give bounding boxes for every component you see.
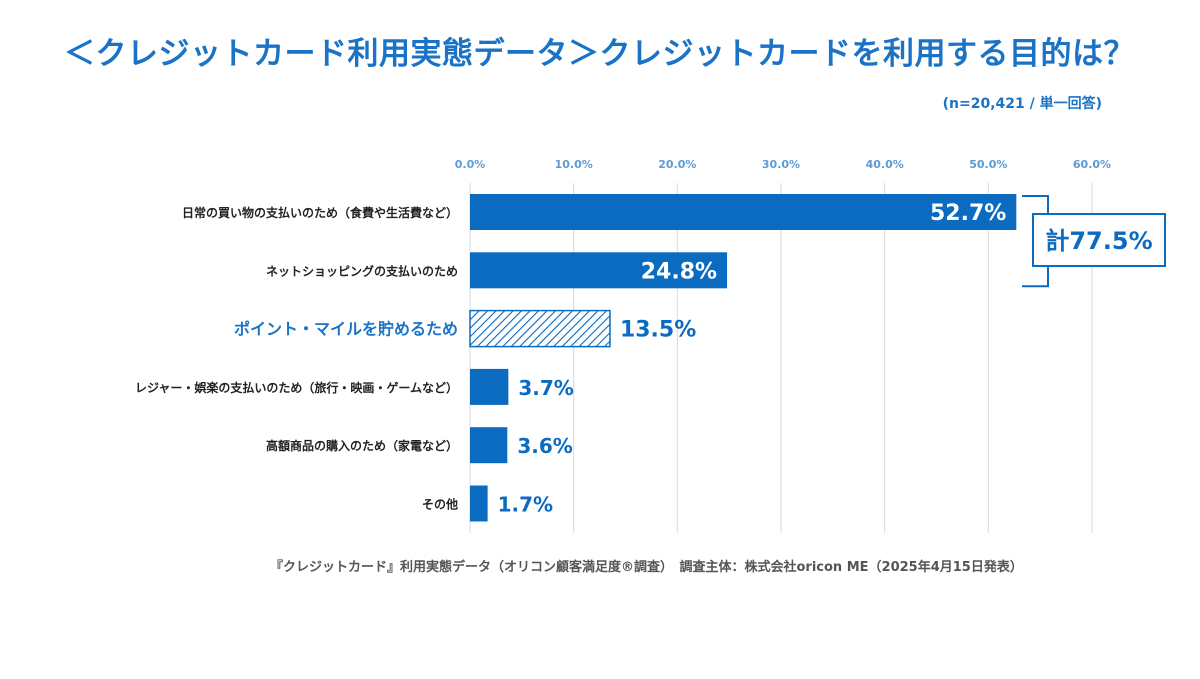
- bar: [469, 309, 611, 348]
- bar-value-label: 24.8%: [641, 259, 717, 284]
- x-tick-label: 20.0%: [658, 158, 696, 171]
- category-label: 日常の買い物の支払いのため（食費や生活費など）: [182, 205, 458, 220]
- bar-value-label: 52.7%: [930, 201, 1006, 226]
- bar: [470, 252, 728, 289]
- x-tick-label: 10.0%: [555, 158, 593, 171]
- category-label: レジャー・娯楽の支払いのため（旅行・映画・ゲームなど）: [135, 380, 458, 395]
- bar-value-label: 3.7%: [518, 376, 573, 400]
- category-label: その他: [422, 497, 458, 512]
- total-label: 計77.5%: [1045, 227, 1152, 255]
- bar: [470, 485, 488, 522]
- x-tick-label: 30.0%: [762, 158, 800, 171]
- category-label: ネットショッピングの支払いのため: [266, 263, 458, 278]
- total-box: [1032, 213, 1166, 267]
- bar: [470, 368, 509, 405]
- category-label: 高額商品の購入のため（家電など）: [266, 438, 458, 453]
- bar-value-label: 13.5%: [620, 318, 696, 343]
- x-tick-label: 40.0%: [866, 158, 904, 171]
- x-tick-label: 50.0%: [969, 158, 1007, 171]
- bar-value-label: 3.6%: [517, 434, 572, 458]
- bar-value-label: 1.7%: [498, 493, 553, 517]
- source-note: 『クレジットカード』利用実態データ（オリコン顧客満足度®調査） 調査主体：株式会…: [270, 560, 1023, 575]
- sample-note: (n=20,421 / 単一回答): [942, 96, 1102, 112]
- chart-title: ＜クレジットカード利用実態データ＞クレジットカードを利用する目的は？: [64, 36, 1135, 72]
- x-tick-label: 60.0%: [1073, 158, 1111, 171]
- category-label: ポイント・マイルを貯めるため: [234, 320, 458, 339]
- bar: [470, 427, 508, 464]
- bar: [470, 194, 1017, 230]
- x-tick-label: 0.0%: [455, 158, 486, 171]
